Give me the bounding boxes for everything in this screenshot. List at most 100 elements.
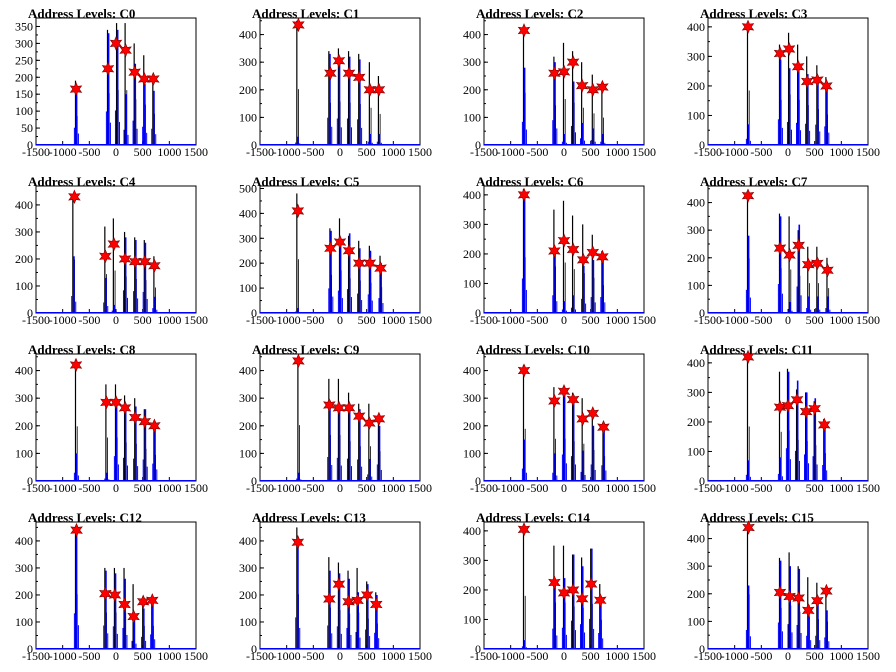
- y-tick-label: 100: [687, 108, 705, 122]
- x-tick-label: -500: [750, 145, 772, 159]
- y-tick-label: 0: [251, 138, 257, 152]
- y-tick-label: 400: [15, 534, 33, 548]
- chart-svg: 0 100 200 300 400 -1500-1000 -500 0 500 1000 1500: [239, 521, 432, 663]
- peak-star-marker: [119, 42, 132, 58]
- x-tick-label: -1500: [694, 649, 722, 663]
- x-tick-label: 1500: [184, 649, 208, 663]
- y-tick-label: 0: [251, 306, 257, 320]
- x-tick-label: 0: [113, 145, 119, 159]
- x-tick-label: 0: [785, 145, 791, 159]
- y-tick-label: 500: [239, 181, 257, 195]
- x-tick-label: 1000: [829, 481, 853, 495]
- chart-svg: 0 100 200 300 400 -1500-1000 -500 0 500 1000 1500: [463, 353, 656, 495]
- x-tick-label: -1000: [49, 313, 77, 327]
- chart-panel-3: Address Levels: C3 0 100 200 300 400 -1500 -100…: [672, 0, 896, 168]
- y-tick-label: 100: [239, 281, 257, 295]
- peak-star-marker: [324, 241, 337, 256]
- peak-star-marker: [147, 71, 160, 87]
- x-tick-label: 500: [358, 145, 376, 159]
- peak-star-marker: [352, 255, 366, 271]
- y-tick-label: 300: [15, 225, 33, 239]
- x-tick-label: -500: [526, 145, 548, 159]
- peak-star-marker: [783, 247, 796, 263]
- y-tick-label: 300: [15, 36, 33, 50]
- peak-star-marker: [109, 36, 123, 51]
- peak-star-marker: [597, 419, 610, 435]
- x-tick-label: -500: [302, 145, 324, 159]
- x-tick-label: 0: [337, 145, 343, 159]
- y-tick-label: 100: [687, 614, 705, 628]
- x-tick-label: 500: [582, 481, 600, 495]
- x-tick-label: -1500: [694, 313, 722, 327]
- peak-star-marker: [801, 603, 815, 618]
- x-tick-label: 0: [561, 313, 567, 327]
- chart-panel-14: Address Levels: C14 0 100 200 300 400 -1500 -10…: [448, 504, 672, 672]
- peak-star-marker: [773, 240, 787, 256]
- peak-star-marker: [118, 400, 132, 416]
- x-tick-label: 1500: [632, 481, 656, 495]
- x-tick-label: -500: [78, 649, 100, 663]
- chart-panel-7: Address Levels: C7 0 100 200 300 400 -1500 -100…: [672, 168, 896, 336]
- peak-star-marker: [324, 65, 337, 81]
- chart-svg: 0 100 200 300 400 -1500-1000 -500 0 500 1000 1500: [15, 353, 208, 495]
- y-tick-label: 0: [27, 642, 33, 656]
- x-tick-label: 500: [134, 313, 152, 327]
- x-tick-label: -1500: [246, 145, 274, 159]
- y-tick-label: 200: [239, 419, 257, 433]
- chart-panel-4: Address Levels: C4 0 100 200 300 400 -1500 -100…: [0, 168, 224, 336]
- x-tick-label: 1000: [605, 649, 629, 663]
- x-tick-label: 500: [582, 145, 600, 159]
- y-tick-label: 400: [687, 196, 705, 210]
- peak-star-marker: [586, 82, 600, 98]
- chart-svg: 0 100 200 300 400 -1500-1000 -500 0 500 1000 1500: [463, 17, 656, 159]
- chart-svg: 0 100 200 300 400 -1500-1000 -500 0 500 1000 1500: [239, 353, 432, 495]
- peak-star-marker: [811, 72, 824, 88]
- peak-star-marker: [363, 82, 377, 98]
- peak-star-marker: [593, 593, 607, 608]
- peak-star-marker: [576, 252, 590, 268]
- peak-star-marker: [557, 384, 571, 399]
- x-tick-label: 500: [806, 313, 824, 327]
- peak-star-marker: [352, 70, 366, 85]
- peak-star-marker: [374, 260, 387, 276]
- peak-star-marker: [68, 189, 81, 205]
- y-tick-label: 300: [239, 231, 257, 245]
- y-tick-label: 400: [15, 198, 33, 212]
- chart-svg: 0 100 200 300 400 -1500-1000 -500 0 500 1000 1500: [15, 185, 208, 327]
- peak-star-marker: [332, 53, 346, 69]
- x-tick-label: 0: [785, 313, 791, 327]
- peak-star-marker: [127, 609, 140, 624]
- peak-star-marker: [808, 401, 821, 416]
- peak-star-marker: [360, 587, 374, 603]
- chart-svg: 0 100 200 300 400 -1500-1000 -500 0 500 1000 1500: [687, 520, 880, 663]
- chart-title: Address Levels: C2: [476, 6, 584, 21]
- chart-svg: 0 100 200 300 400 -1500-1000 -500 0 500 1000 1500: [687, 17, 880, 159]
- peak-star-marker: [741, 349, 755, 365]
- x-tick-label: -1000: [497, 313, 525, 327]
- peak-star-marker: [99, 586, 112, 601]
- peak-star-marker: [292, 17, 305, 33]
- y-tick-label: 300: [463, 391, 481, 405]
- peak-star-marker: [596, 249, 609, 265]
- peak-star-marker: [557, 233, 571, 248]
- peak-star-marker: [773, 585, 787, 600]
- y-tick-label: 0: [27, 138, 33, 152]
- x-tick-label: -500: [526, 649, 548, 663]
- peak-star-marker: [586, 406, 600, 421]
- peak-star-marker: [291, 203, 305, 219]
- y-tick-label: 300: [463, 553, 481, 567]
- y-tick-label: 350: [15, 19, 33, 33]
- peak-star-marker: [792, 238, 805, 253]
- peak-star-marker: [557, 64, 571, 80]
- x-tick-label: -500: [750, 649, 772, 663]
- x-tick-label: 0: [785, 649, 791, 663]
- y-tick-label: 100: [463, 110, 481, 124]
- peak-star-marker: [517, 522, 531, 537]
- x-tick-label: 0: [785, 481, 791, 495]
- peak-star-marker: [576, 411, 589, 427]
- chart-panel-1: Address Levels: C1 0 100 200 300 400 -1500 -100…: [224, 0, 448, 168]
- y-tick-label: 0: [251, 474, 257, 488]
- peak-star-marker: [145, 593, 159, 608]
- peak-star-marker: [811, 256, 824, 271]
- chart-title: Address Levels: C1: [252, 6, 360, 21]
